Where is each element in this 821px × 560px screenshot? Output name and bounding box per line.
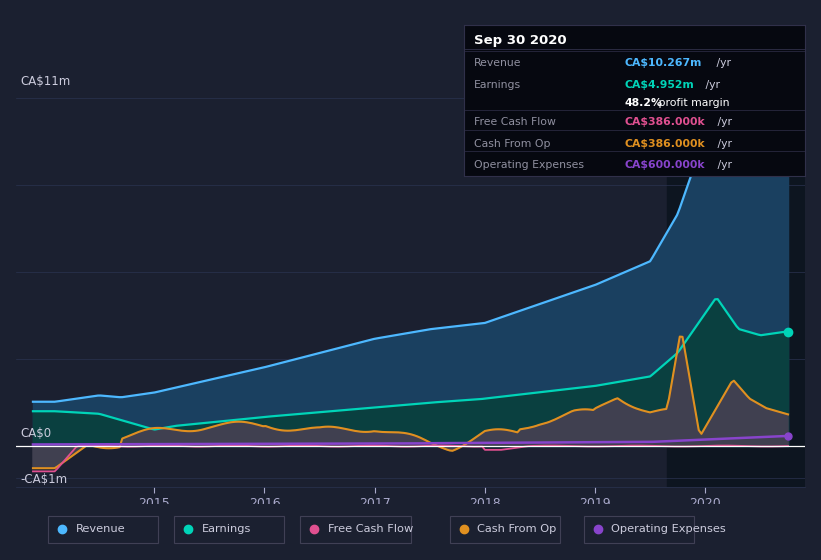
- Bar: [667, 50, 805, 487]
- Text: Operating Expenses: Operating Expenses: [474, 160, 584, 170]
- Text: CA$386.000k: CA$386.000k: [624, 118, 704, 128]
- Text: Earnings: Earnings: [474, 80, 521, 90]
- Text: Cash From Op: Cash From Op: [478, 525, 557, 534]
- Text: CA$0: CA$0: [21, 427, 52, 440]
- Bar: [300, 516, 410, 543]
- Text: CA$4.952m: CA$4.952m: [624, 80, 694, 90]
- Text: Sep 30 2020: Sep 30 2020: [474, 34, 566, 47]
- Text: Cash From Op: Cash From Op: [474, 138, 551, 148]
- Text: Free Cash Flow: Free Cash Flow: [328, 525, 413, 534]
- Text: /yr: /yr: [714, 118, 732, 128]
- Text: /yr: /yr: [714, 160, 732, 170]
- Text: Free Cash Flow: Free Cash Flow: [474, 118, 556, 128]
- Text: Revenue: Revenue: [474, 58, 521, 68]
- Text: CA$386.000k: CA$386.000k: [624, 138, 704, 148]
- Text: profit margin: profit margin: [654, 98, 729, 108]
- Text: Operating Expenses: Operating Expenses: [612, 525, 727, 534]
- Text: CA$11m: CA$11m: [21, 76, 71, 88]
- Text: CA$10.267m: CA$10.267m: [624, 58, 701, 68]
- Bar: [48, 516, 158, 543]
- Bar: [450, 516, 560, 543]
- Text: /yr: /yr: [702, 80, 720, 90]
- Text: Revenue: Revenue: [76, 525, 125, 534]
- Text: CA$600.000k: CA$600.000k: [624, 160, 704, 170]
- Text: -CA$1m: -CA$1m: [21, 473, 68, 486]
- Bar: [174, 516, 284, 543]
- Text: 48.2%: 48.2%: [624, 98, 662, 108]
- Text: Earnings: Earnings: [202, 525, 251, 534]
- Bar: [584, 516, 695, 543]
- Text: /yr: /yr: [713, 58, 731, 68]
- Text: /yr: /yr: [714, 138, 732, 148]
